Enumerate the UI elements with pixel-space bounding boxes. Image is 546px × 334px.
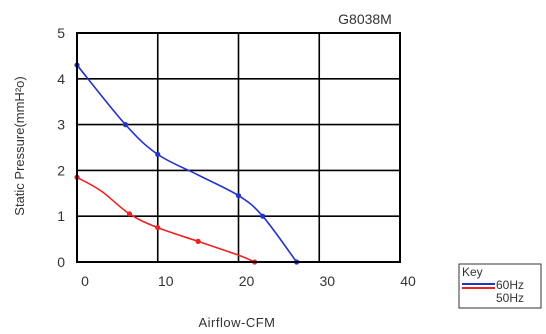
data-point-60hz (122, 122, 129, 128)
grid (77, 33, 400, 262)
x-axis-label: Airflow-CFM (199, 315, 276, 330)
series-line-60hz (76, 64, 298, 263)
x-tick-label: 10 (158, 273, 174, 289)
tick-labels: 0 10 20 30 40 0 1 2 3 4 5 (57, 25, 416, 289)
y-tick-label: 0 (57, 254, 65, 270)
legend-title: Key (462, 265, 483, 279)
chart-title: G8038M (338, 11, 392, 27)
data-point-50hz (155, 225, 161, 231)
y-tick-label: 1 (57, 208, 65, 224)
legend: Key 60Hz 50Hz (458, 263, 542, 309)
data-point-50hz (126, 211, 133, 217)
y-tick-label: 5 (57, 25, 65, 41)
y-axis-label: Static Pressure(mmH²o) (12, 76, 27, 215)
legend-label-60hz: 60Hz (496, 278, 524, 292)
data-point-60hz (260, 213, 266, 219)
y-tick-label: 4 (57, 71, 65, 87)
x-tick-label: 0 (81, 273, 89, 289)
plot-frame (76, 32, 401, 263)
legend-label-50hz: 50Hz (496, 291, 524, 305)
series-layer (74, 62, 300, 265)
x-tick-label: 20 (239, 273, 255, 289)
x-tick-label: 40 (400, 273, 416, 289)
x-tick-label: 30 (319, 273, 335, 289)
data-point-60hz (155, 151, 161, 157)
y-tick-label: 3 (57, 117, 65, 133)
data-point-60hz (235, 192, 242, 199)
data-point-50hz (195, 238, 201, 244)
y-tick-label: 2 (57, 162, 65, 178)
legend-box (458, 263, 542, 309)
